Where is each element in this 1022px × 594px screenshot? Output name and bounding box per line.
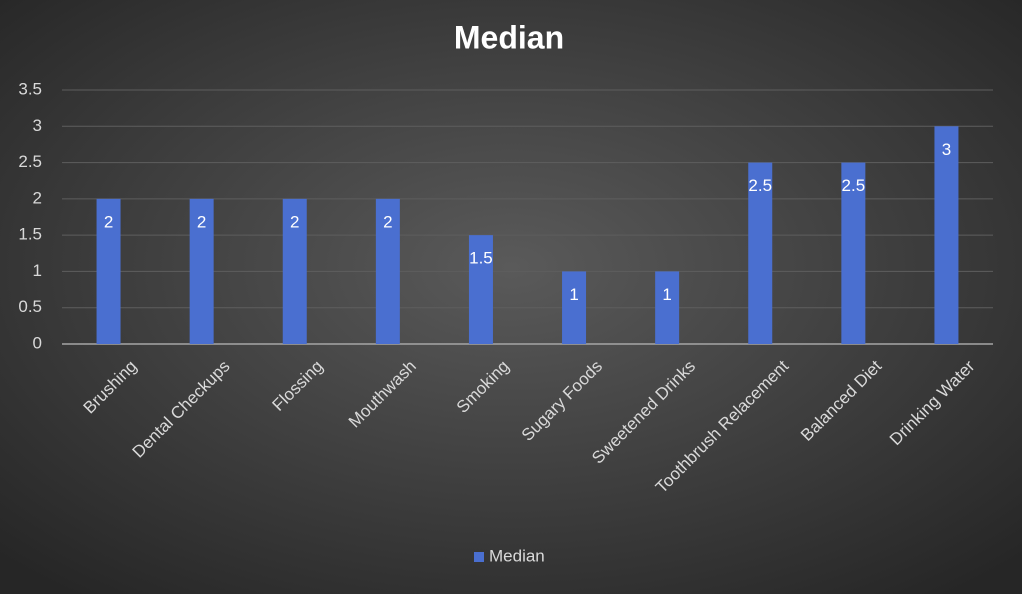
y-tick-label: 0 (33, 333, 42, 352)
data-label: 2.5 (842, 176, 866, 195)
bar (748, 162, 773, 344)
y-tick-label: 2.5 (18, 152, 42, 171)
data-label: 2 (290, 212, 299, 231)
chart-title: Median (454, 19, 564, 55)
y-tick-label: 1.5 (18, 225, 42, 244)
y-tick-label: 3 (33, 116, 42, 135)
y-tick-label: 2 (33, 188, 42, 207)
bar (468, 235, 493, 344)
data-label: 1 (662, 285, 671, 304)
data-label: 2 (104, 212, 113, 231)
y-tick-label: 1 (33, 261, 42, 280)
bar (96, 198, 121, 344)
legend-label: Median (489, 546, 545, 565)
data-label: 2.5 (748, 176, 772, 195)
legend-swatch (474, 552, 484, 562)
data-label: 1 (569, 285, 578, 304)
bar (282, 198, 307, 344)
bar (189, 198, 214, 344)
data-label: 1.5 (469, 249, 493, 268)
y-tick-label: 0.5 (18, 297, 42, 316)
data-label: 2 (383, 212, 392, 231)
bar (841, 162, 866, 344)
y-tick-label: 3.5 (18, 79, 42, 98)
bar (934, 126, 959, 345)
bar (375, 198, 400, 344)
bar (655, 271, 680, 344)
data-label: 3 (942, 140, 951, 159)
data-label: 2 (197, 212, 206, 231)
bar (562, 271, 587, 344)
